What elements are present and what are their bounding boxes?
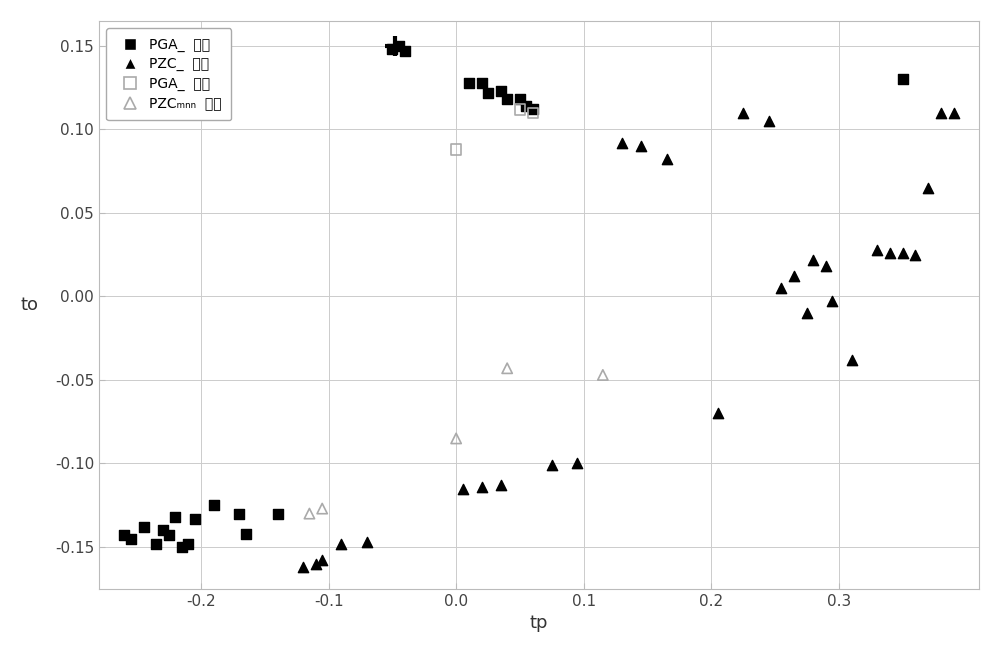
Point bbox=[474, 78, 490, 88]
Point bbox=[174, 542, 190, 552]
Point bbox=[595, 370, 611, 380]
Point bbox=[933, 108, 949, 118]
Point bbox=[844, 355, 860, 365]
Point bbox=[569, 458, 585, 469]
Point bbox=[512, 94, 528, 104]
Point bbox=[474, 482, 490, 492]
Point bbox=[480, 88, 496, 98]
Point bbox=[824, 296, 840, 307]
X-axis label: tp: tp bbox=[530, 614, 548, 632]
Point bbox=[314, 503, 330, 514]
Point bbox=[359, 537, 375, 547]
Point bbox=[786, 271, 802, 281]
Point bbox=[448, 433, 464, 443]
Point bbox=[525, 108, 541, 118]
Point bbox=[761, 116, 777, 126]
Point bbox=[397, 46, 413, 56]
Point bbox=[869, 244, 885, 255]
Point bbox=[544, 460, 560, 470]
Point bbox=[238, 528, 254, 539]
Point bbox=[455, 483, 471, 494]
Point bbox=[525, 104, 541, 114]
Legend: PGA_  训练, PZC_  训练, PGA_  预测, PZCₘₙₙ  预测: PGA_ 训练, PZC_ 训练, PGA_ 预测, PZCₘₙₙ 预测 bbox=[106, 28, 231, 120]
Point bbox=[448, 144, 464, 155]
Point bbox=[920, 183, 936, 193]
Point bbox=[946, 108, 962, 118]
Point bbox=[270, 509, 286, 519]
Point bbox=[123, 534, 139, 544]
Point bbox=[735, 108, 751, 118]
Point bbox=[206, 500, 222, 511]
Point bbox=[461, 78, 477, 88]
Point bbox=[231, 509, 247, 519]
Point bbox=[633, 141, 649, 151]
Point bbox=[295, 562, 311, 572]
Point bbox=[391, 40, 407, 51]
Point bbox=[710, 408, 726, 419]
Point bbox=[148, 539, 164, 549]
Point bbox=[493, 480, 509, 490]
Point bbox=[518, 101, 534, 111]
Point bbox=[805, 255, 821, 265]
Point bbox=[895, 74, 911, 84]
Point bbox=[187, 513, 203, 524]
Point bbox=[799, 308, 815, 319]
Point bbox=[384, 44, 400, 54]
Point bbox=[136, 522, 152, 532]
Point bbox=[659, 154, 675, 165]
Point bbox=[499, 363, 515, 374]
Point bbox=[773, 283, 789, 293]
Point bbox=[333, 539, 349, 549]
Point bbox=[907, 249, 923, 260]
Point bbox=[895, 247, 911, 258]
Point bbox=[614, 138, 630, 148]
Point bbox=[499, 94, 515, 104]
Y-axis label: to: to bbox=[21, 296, 39, 314]
Point bbox=[882, 247, 898, 258]
Point bbox=[387, 40, 403, 51]
Point bbox=[155, 525, 171, 535]
Point bbox=[301, 509, 317, 519]
Point bbox=[314, 555, 330, 565]
Point bbox=[180, 539, 196, 549]
Point bbox=[161, 530, 177, 541]
Point bbox=[818, 261, 834, 272]
Point bbox=[116, 530, 132, 541]
Point bbox=[512, 104, 528, 114]
Point bbox=[308, 558, 324, 569]
Point bbox=[493, 86, 509, 96]
Point bbox=[167, 512, 183, 522]
